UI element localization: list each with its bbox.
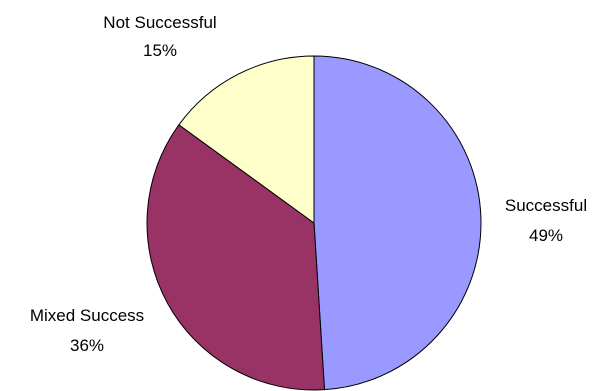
slice-value-successful: 49%: [529, 226, 563, 245]
pie-slice-successful: [313, 55, 482, 391]
slice-label-successful: Successful: [505, 196, 587, 215]
pie-slice-not-successful: [178, 55, 315, 224]
slice-value-not-successful: 15%: [143, 41, 177, 60]
pie-labels: Successful 49% Mixed Success 36% Not Suc…: [30, 13, 587, 355]
pie-slice-mixed-success: [146, 124, 326, 391]
slice-label-not-successful: Not Successful: [103, 13, 216, 32]
pie-slices: [146, 55, 482, 391]
slice-label-mixed-success: Mixed Success: [30, 306, 144, 325]
slice-value-mixed-success: 36%: [70, 336, 104, 355]
